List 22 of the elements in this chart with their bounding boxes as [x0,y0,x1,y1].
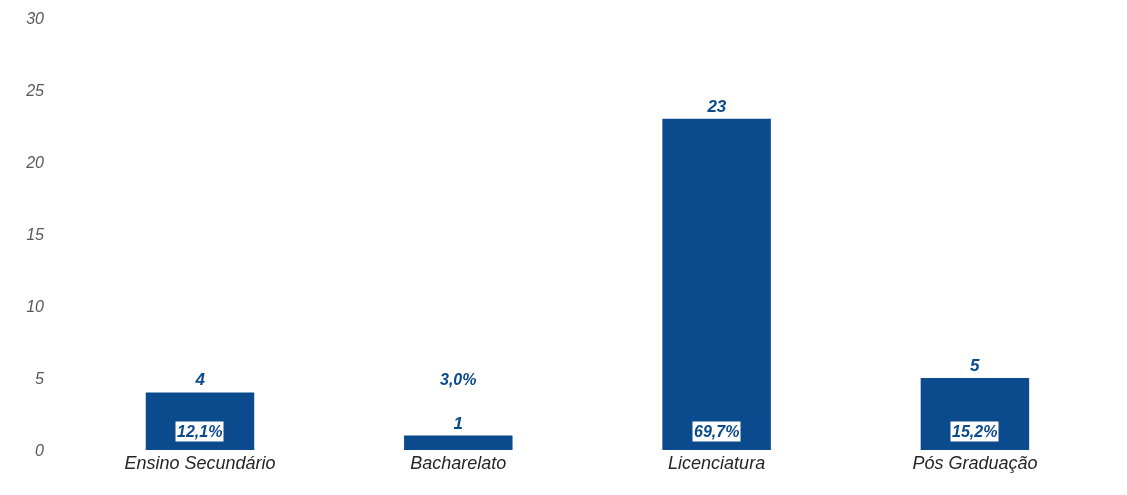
y-tick-label: 0 [35,441,45,459]
x-tick-label: Ensino Secundário [124,453,276,473]
y-tick-label: 20 [25,153,45,171]
y-tick-label: 10 [26,297,45,315]
x-tick-label: Pós Graduação [912,453,1038,473]
data-label: 1 [453,413,464,433]
bar [404,435,513,450]
annotation: 69,7% [694,423,740,440]
x-tick-label: Bacharelato [410,453,507,473]
y-tick-label: 30 [26,9,45,27]
x-tick-label: Licenciatura [668,453,766,473]
bar [920,378,1030,450]
y-tick-label: 5 [35,369,45,387]
annotation: 12,1% [177,423,223,440]
bar [662,118,771,450]
y-tick-label: 15 [26,225,45,243]
data-label: 23 [706,96,727,116]
y-tick-label: 25 [25,81,45,99]
annotation: 3,0% [440,371,477,388]
annotation: 15,2% [952,423,998,440]
data-label: 4 [194,370,206,390]
data-label: 5 [969,356,980,375]
